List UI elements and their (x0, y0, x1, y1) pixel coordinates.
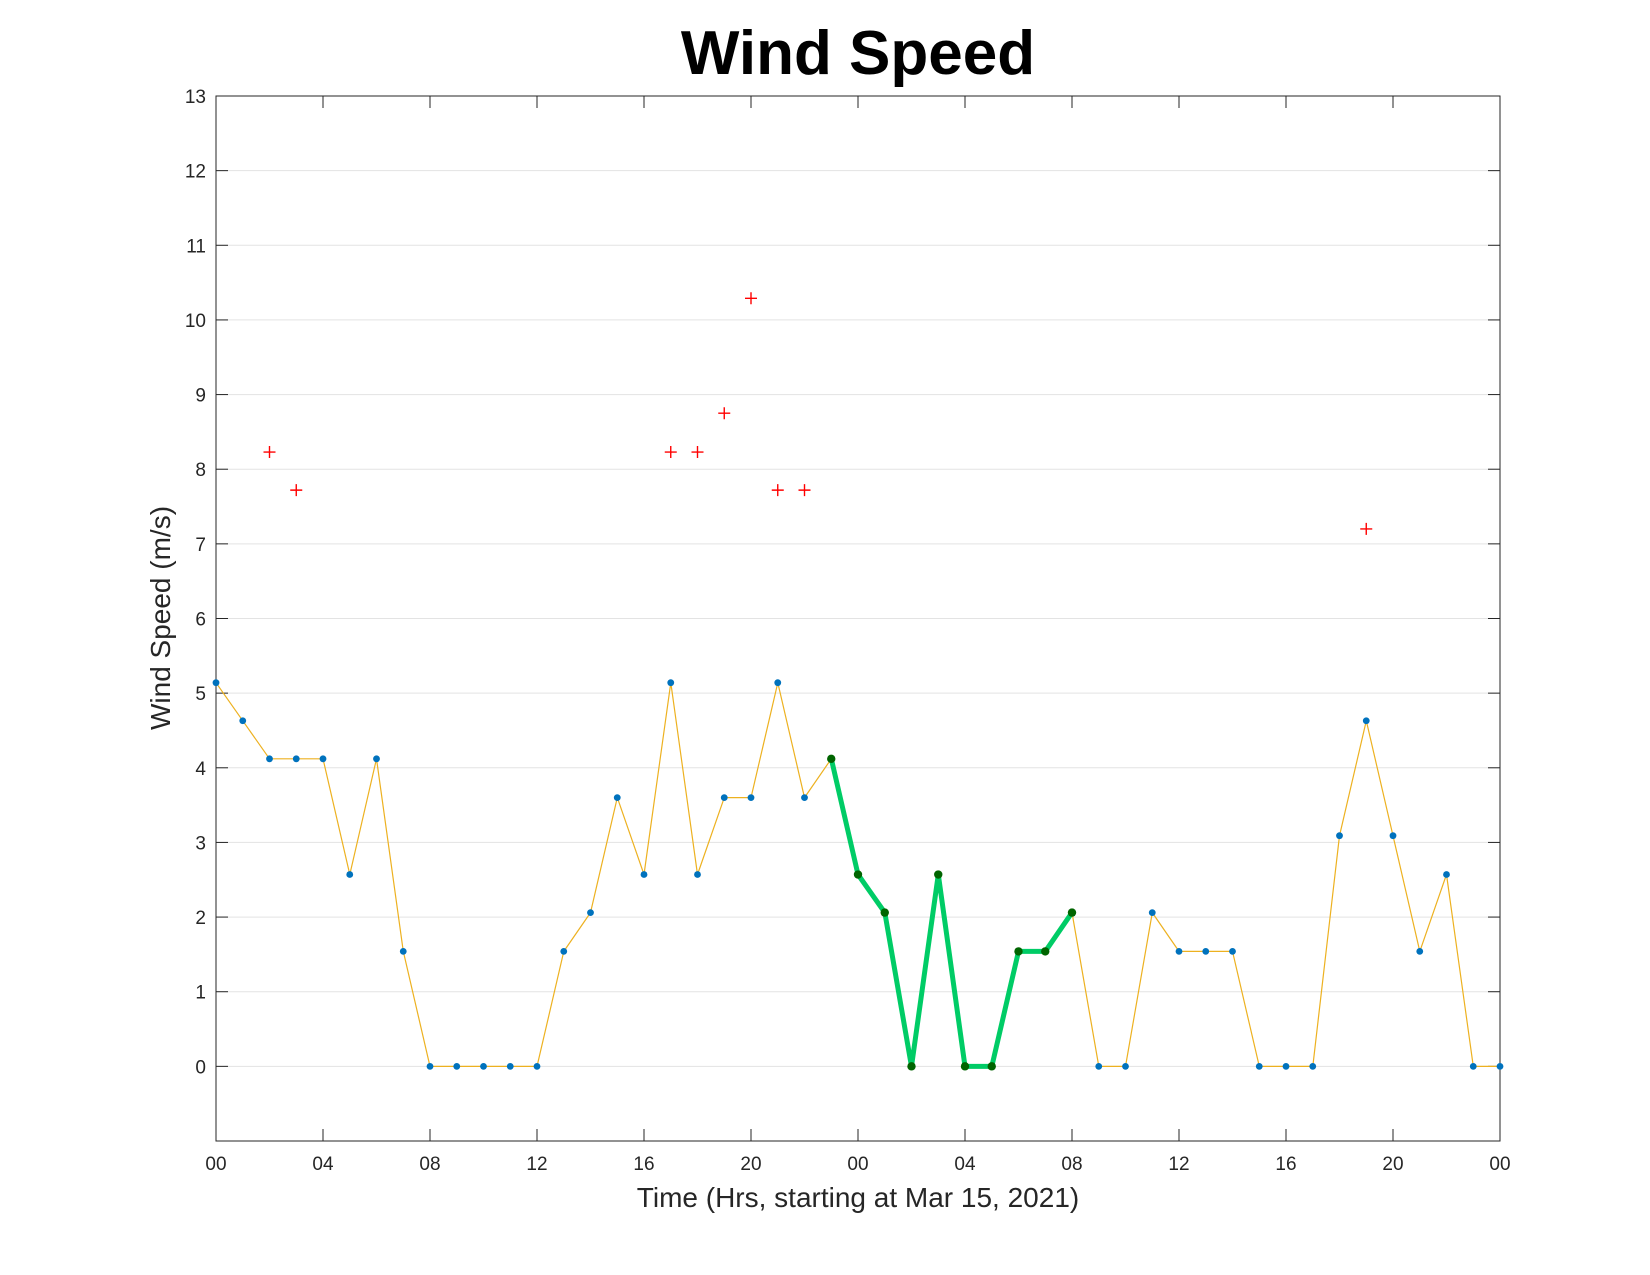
outlier-plus-marker (1360, 522, 1373, 535)
data-point (1095, 1062, 1103, 1070)
y-axis-title: Wind Speed (m/s) (145, 506, 176, 730)
outlier-plus-marker (771, 484, 784, 497)
y-tick-label: 10 (185, 311, 206, 332)
x-tick-label: 04 (312, 1154, 334, 1175)
data-point (399, 948, 407, 955)
data-point (801, 794, 808, 802)
data-point (1443, 871, 1450, 878)
data-point (667, 679, 675, 687)
y-tick-label: 12 (185, 162, 206, 183)
data-point (1255, 1062, 1263, 1070)
data-point (720, 794, 728, 802)
data-point (774, 679, 782, 687)
data-point (373, 755, 380, 763)
data-point (1416, 948, 1424, 955)
outlier-plus-marker (290, 484, 303, 497)
highlight-point (827, 754, 836, 764)
y-tick-label: 11 (186, 236, 206, 257)
highlight-point (880, 908, 889, 917)
y-tick-label: 8 (195, 460, 206, 481)
data-point (426, 1062, 434, 1070)
y-tick-label: 6 (195, 610, 206, 631)
outlier-plus-marker (664, 446, 677, 459)
x-tick-label: 12 (1168, 1154, 1189, 1175)
data-point (533, 1062, 541, 1070)
data-point (453, 1062, 461, 1070)
data-point (640, 871, 648, 878)
y-tick-label: 2 (195, 908, 206, 929)
highlight-point (1014, 947, 1023, 956)
data-point (1389, 832, 1397, 840)
y-tick-label: 7 (195, 535, 206, 556)
data-point (1309, 1062, 1317, 1070)
highlight-point (1041, 947, 1050, 956)
series-thick-line (827, 754, 1077, 1071)
data-point (1362, 717, 1370, 725)
data-point (319, 755, 327, 763)
data-point (1336, 832, 1343, 840)
y-tick-label: 13 (185, 87, 206, 108)
data-point (1148, 909, 1156, 916)
outlier-plus-marker (745, 292, 757, 305)
highlight-point (907, 1062, 916, 1071)
data-point (346, 871, 354, 878)
data-point (1282, 1062, 1290, 1070)
data-point (239, 717, 247, 725)
highlight-point (934, 870, 943, 879)
data-point (694, 871, 701, 878)
x-tick-label: 08 (1061, 1154, 1082, 1175)
highlight-line (828, 758, 1075, 1069)
data-point (506, 1062, 514, 1070)
y-tick-label: 0 (195, 1057, 206, 1078)
x-tick-label: 16 (633, 1154, 654, 1175)
x-axis-title: Time (Hrs, starting at Mar 15, 2021) (637, 1182, 1079, 1213)
axis-ticks (215, 95, 1501, 1141)
highlight-point (960, 1062, 970, 1071)
x-tick-label: 00 (1489, 1154, 1510, 1175)
data-point (266, 755, 273, 763)
highlight-point (987, 1062, 996, 1071)
y-tick-label: 3 (195, 833, 206, 854)
data-point (1496, 1062, 1504, 1070)
outlier-plus-marker (798, 484, 811, 497)
series-plus-markers (263, 292, 1373, 535)
x-tick-label: 12 (526, 1154, 547, 1175)
y-tick-label: 1 (195, 983, 206, 1004)
x-tick-labels: 00 04 08 12 16 20 00 04 08 12 16 20 00 (205, 1154, 1510, 1175)
x-tick-label: 04 (954, 1154, 976, 1175)
data-point (1122, 1062, 1129, 1070)
data-point (480, 1062, 487, 1070)
data-point (560, 948, 568, 955)
chart-title: Wind Speed (681, 19, 1035, 88)
x-tick-label: 16 (1275, 1154, 1296, 1175)
outlier-plus-marker (691, 446, 704, 459)
data-point (1229, 948, 1236, 955)
outlier-plus-marker (263, 446, 276, 459)
y-tick-label: 5 (195, 684, 206, 705)
x-tick-label: 20 (1382, 1154, 1403, 1175)
data-point (212, 679, 220, 687)
data-point (613, 794, 621, 802)
data-series (212, 292, 1504, 1071)
data-point (1175, 948, 1183, 955)
outlier-plus-marker (718, 407, 731, 420)
x-tick-label: 20 (740, 1154, 761, 1175)
data-point (1469, 1062, 1477, 1070)
x-tick-label: 00 (847, 1154, 868, 1175)
data-point (747, 794, 755, 802)
y-tick-label: 4 (195, 759, 206, 780)
data-point (292, 755, 300, 763)
x-tick-label: 00 (205, 1154, 226, 1175)
data-point (587, 909, 594, 916)
y-tick-label: 9 (195, 386, 206, 407)
highlight-point (1067, 908, 1077, 917)
data-point (1202, 948, 1210, 955)
x-tick-label: 08 (419, 1154, 440, 1175)
highlight-point (853, 870, 863, 879)
